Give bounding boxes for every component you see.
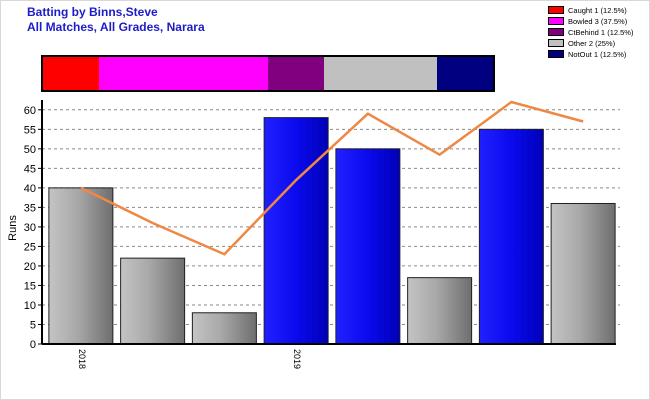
legend-swatch-bowled — [548, 17, 564, 25]
legend-label-caught: Caught 1 (12.5%) — [568, 5, 627, 15]
legend-item-other: Other 2 (25%) — [548, 38, 648, 48]
y-tick-label-20: 20 — [24, 261, 36, 273]
ratio-segment-notout — [436, 57, 493, 90]
bar-3 — [263, 117, 329, 345]
runs-line — [80, 100, 584, 256]
bar-7 — [550, 202, 616, 345]
legend: Caught 1 (12.5%) Bowled 3 (37.5%) CtBehi… — [548, 5, 648, 60]
legend-item-caught: Caught 1 (12.5%) — [548, 5, 648, 15]
legend-label-ctbehind: CtBehind 1 (12.5%) — [568, 27, 634, 37]
ratio-segment-other — [324, 57, 437, 90]
bar-0 — [48, 187, 114, 345]
runs-line-path — [80, 100, 584, 256]
y-tick-label-35: 35 — [24, 202, 36, 214]
y-tick-label-50: 50 — [24, 144, 36, 156]
y-tick-label-15: 15 — [24, 280, 36, 292]
bar-5 — [407, 277, 473, 345]
legend-item-notout: NotOut 1 (12.5%) — [548, 49, 648, 59]
y-tick-label-10: 10 — [24, 300, 36, 312]
legend-swatch-notout — [548, 50, 564, 58]
y-tick-label-30: 30 — [24, 222, 36, 234]
y-tick-label-55: 55 — [24, 124, 36, 136]
legend-swatch-ctbehind — [548, 28, 564, 36]
ratio-segment-bowled — [99, 57, 268, 90]
y-tick-label-40: 40 — [24, 183, 36, 195]
y-tick-label-5: 5 — [30, 319, 36, 331]
ratio-segment-caught — [43, 57, 100, 90]
legend-label-notout: NotOut 1 (12.5%) — [568, 49, 627, 59]
legend-swatch-other — [548, 39, 564, 47]
x-tick-label-2019: 2019 — [292, 349, 302, 369]
bar-4 — [335, 148, 401, 345]
ratio-segment-ctbehind — [268, 57, 325, 90]
x-tick-label-2018: 2018 — [77, 349, 87, 369]
chart-subtitle: All Matches, All Grades, Narara — [27, 20, 205, 34]
bars — [48, 117, 616, 345]
chart-title: Batting by Binns,Steve — [27, 5, 158, 19]
bar-6 — [478, 128, 544, 345]
legend-item-bowled: Bowled 3 (37.5%) — [548, 16, 648, 26]
bar-1 — [120, 257, 186, 345]
y-tick-label-25: 25 — [24, 241, 36, 253]
y-tick-label-45: 45 — [24, 163, 36, 175]
legend-label-bowled: Bowled 3 (37.5%) — [568, 16, 628, 26]
y-axis-label: Runs — [7, 215, 19, 241]
y-tick-label-0: 0 — [30, 339, 36, 351]
legend-label-other: Other 2 (25%) — [568, 38, 616, 48]
axes: 0 5 10 15 20 25 30 35 40 45 50 55 60 2018 2019 — [24, 100, 616, 369]
dismissal-ratio-strip — [41, 55, 495, 92]
bar-2 — [191, 312, 257, 345]
legend-item-ctbehind: CtBehind 1 (12.5%) — [548, 27, 648, 37]
legend-swatch-caught — [548, 6, 564, 14]
y-tick-label-60: 60 — [24, 105, 36, 117]
